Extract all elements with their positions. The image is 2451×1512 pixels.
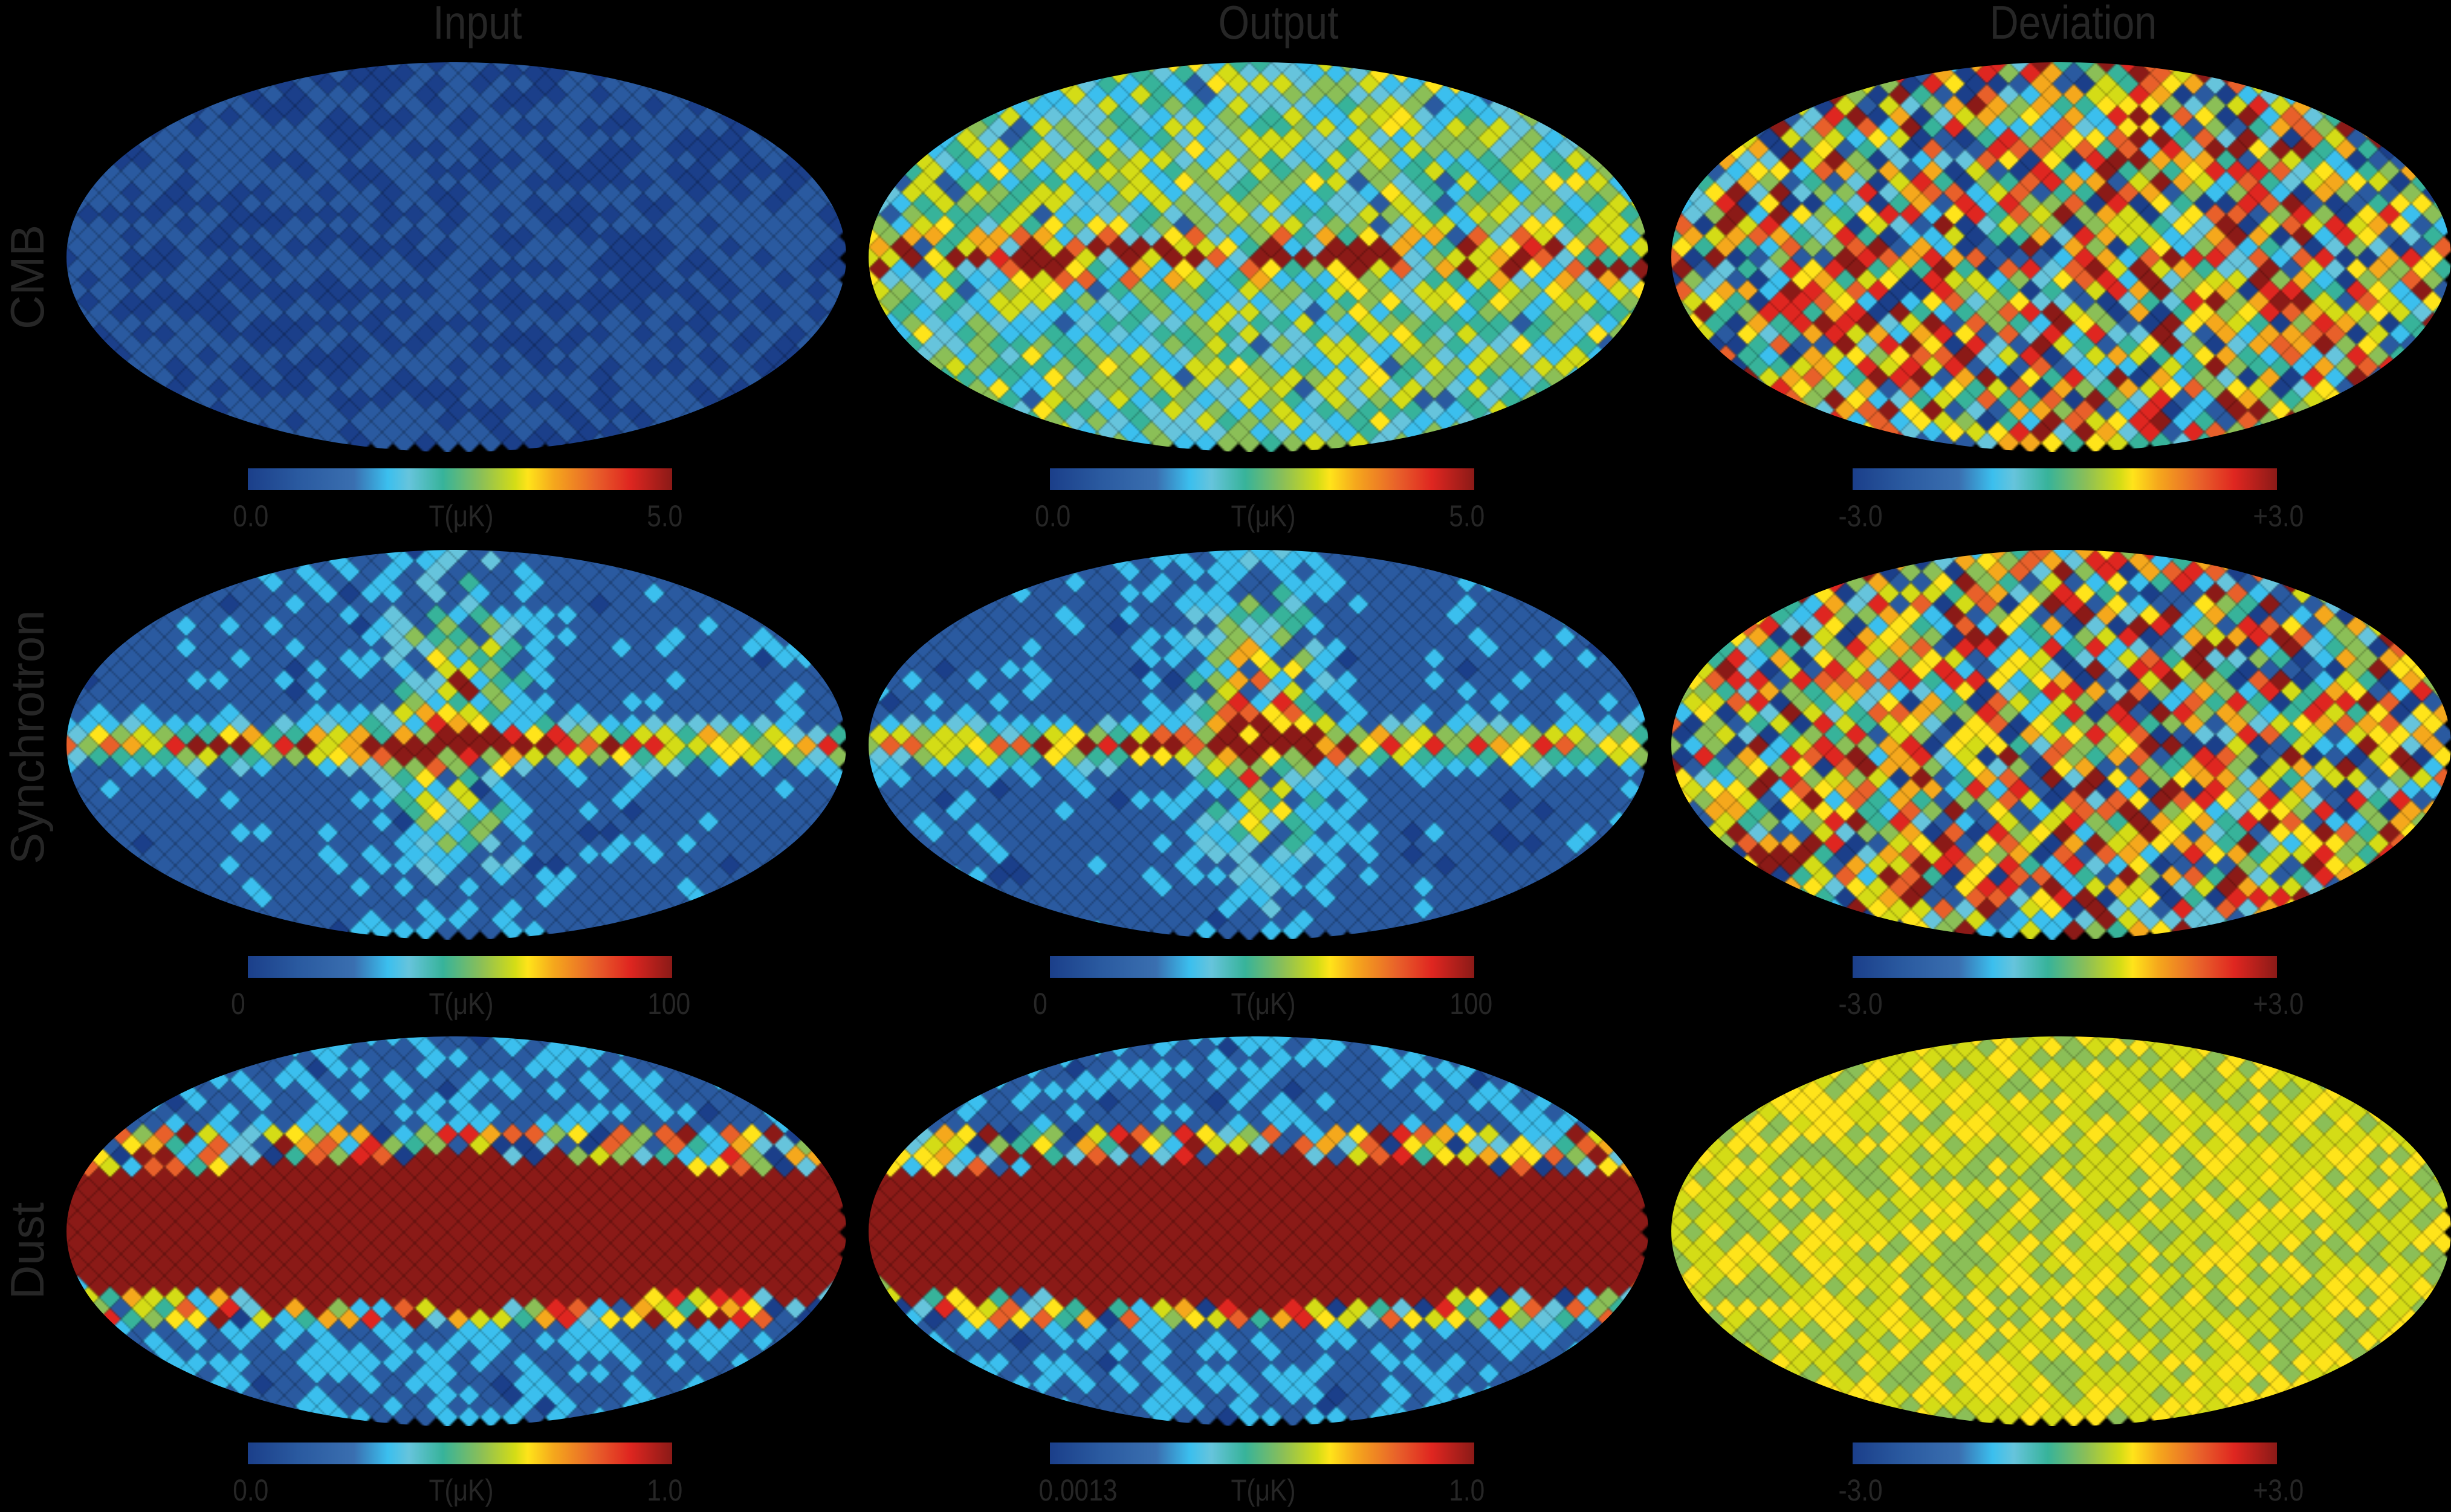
colorbar-max: 1.0 (647, 1473, 683, 1507)
colorbar-label: T(μK) (1231, 1473, 1296, 1507)
colorbar-max: 100 (1449, 987, 1493, 1021)
colorbar (1050, 1443, 1474, 1464)
row-label-synchrotron: Synchrotron (1, 610, 54, 864)
colorbar-min: 0 (231, 987, 245, 1021)
colorbar-label: T(μK) (1231, 987, 1296, 1021)
colorbar-max: 5.0 (1449, 499, 1485, 533)
colorbar-min: 0.0013 (1038, 1473, 1118, 1507)
colorbar-max: 100 (647, 987, 691, 1021)
map-synchrotron-output (869, 550, 1648, 940)
map-cmb-output (869, 62, 1648, 452)
colorbar-max: 1.0 (1449, 1473, 1485, 1507)
map-dust-output (869, 1036, 1648, 1426)
colorbar (248, 1443, 672, 1464)
colorbar (1050, 956, 1474, 978)
map-dust-input (66, 1036, 846, 1426)
row-label-dust: Dust (1, 1202, 54, 1299)
colorbar (1050, 468, 1474, 490)
col-title-output: Output (1218, 0, 1339, 49)
colorbar-max: +3.0 (2253, 987, 2304, 1021)
col-title-deviation: Deviation (1989, 0, 2157, 49)
colorbar-min: 0 (1033, 987, 1047, 1021)
colorbar-label: T(μK) (429, 987, 494, 1021)
colorbar-min: 0.0 (233, 1473, 269, 1507)
colorbar (1853, 1443, 2277, 1464)
colorbar (1853, 956, 2277, 978)
map-dust-deviation (1671, 1036, 2451, 1426)
colorbar-max: 5.0 (647, 499, 683, 533)
map-synchrotron-input (66, 550, 846, 940)
colorbar (248, 956, 672, 978)
colorbar-min: -3.0 (1838, 1473, 1883, 1507)
map-synchrotron-deviation (1671, 550, 2451, 940)
colorbar (1853, 468, 2277, 490)
map-cmb-deviation (1671, 62, 2451, 452)
colorbar-label: T(μK) (1231, 499, 1296, 533)
map-cmb-input (66, 62, 846, 452)
col-title-input: Input (433, 0, 522, 49)
colorbar-max: +3.0 (2253, 499, 2304, 533)
colorbar (248, 468, 672, 490)
colorbar-min: 0.0 (233, 499, 269, 533)
colorbar-label: T(μK) (429, 499, 494, 533)
colorbar-min: 0.0 (1035, 499, 1071, 533)
row-label-cmb: CMB (1, 224, 54, 329)
colorbar-label: T(μK) (429, 1473, 494, 1507)
colorbar-max: +3.0 (2253, 1473, 2304, 1507)
colorbar-min: -3.0 (1838, 987, 1883, 1021)
colorbar-min: -3.0 (1838, 499, 1883, 533)
